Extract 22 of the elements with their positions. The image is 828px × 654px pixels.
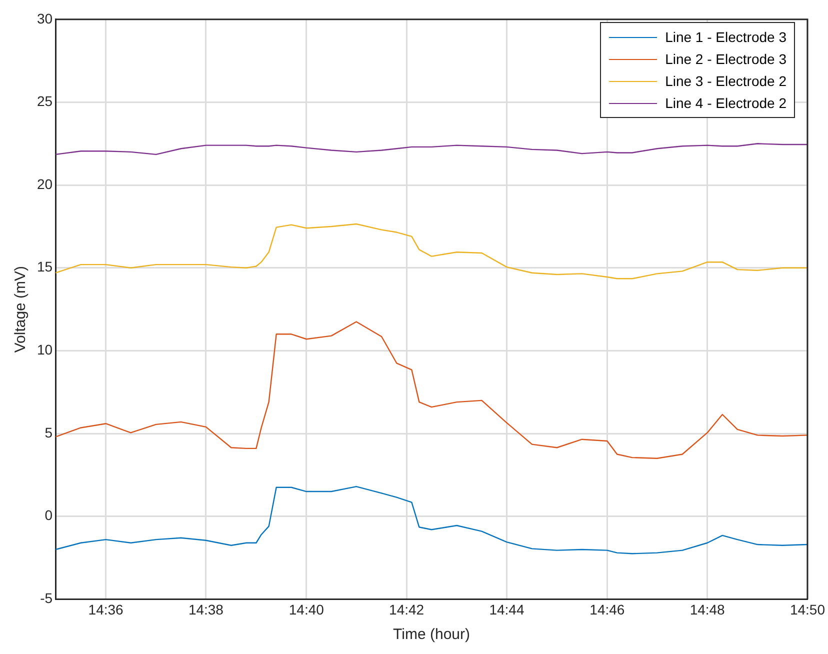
y-tick-label: -5 (40, 590, 53, 606)
y-tick-label: 30 (36, 10, 53, 26)
y-tick-label: 0 (44, 507, 53, 524)
legend-label: Line 4 - Electrode 2 (665, 95, 786, 112)
x-tick-label: 14:40 (288, 601, 324, 618)
x-tick-label: 14:46 (590, 601, 625, 618)
x-tick-label: 14:48 (690, 601, 726, 618)
x-axis-title: Time (hour) (393, 626, 470, 644)
y-tick-label: 25 (36, 93, 53, 110)
x-tick-label: 14:44 (489, 601, 524, 618)
x-tick-label: 14:36 (88, 601, 124, 618)
y-axis-title: Voltage (mV) (12, 266, 30, 353)
legend-label: Line 2 - Electrode 3 (665, 51, 786, 68)
y-tick-label: 15 (36, 258, 53, 275)
y-tick-label: 20 (36, 176, 53, 192)
y-tick-label: 10 (36, 342, 53, 358)
y-tick-label: 5 (44, 424, 53, 440)
x-tick-label: 14:42 (389, 601, 424, 618)
legend-label: Line 1 - Electrode 3 (665, 29, 786, 46)
x-tick-label: 14:50 (790, 601, 826, 618)
legend-label: Line 3 - Electrode 2 (665, 73, 786, 90)
x-tick-label: 14:38 (188, 601, 224, 618)
